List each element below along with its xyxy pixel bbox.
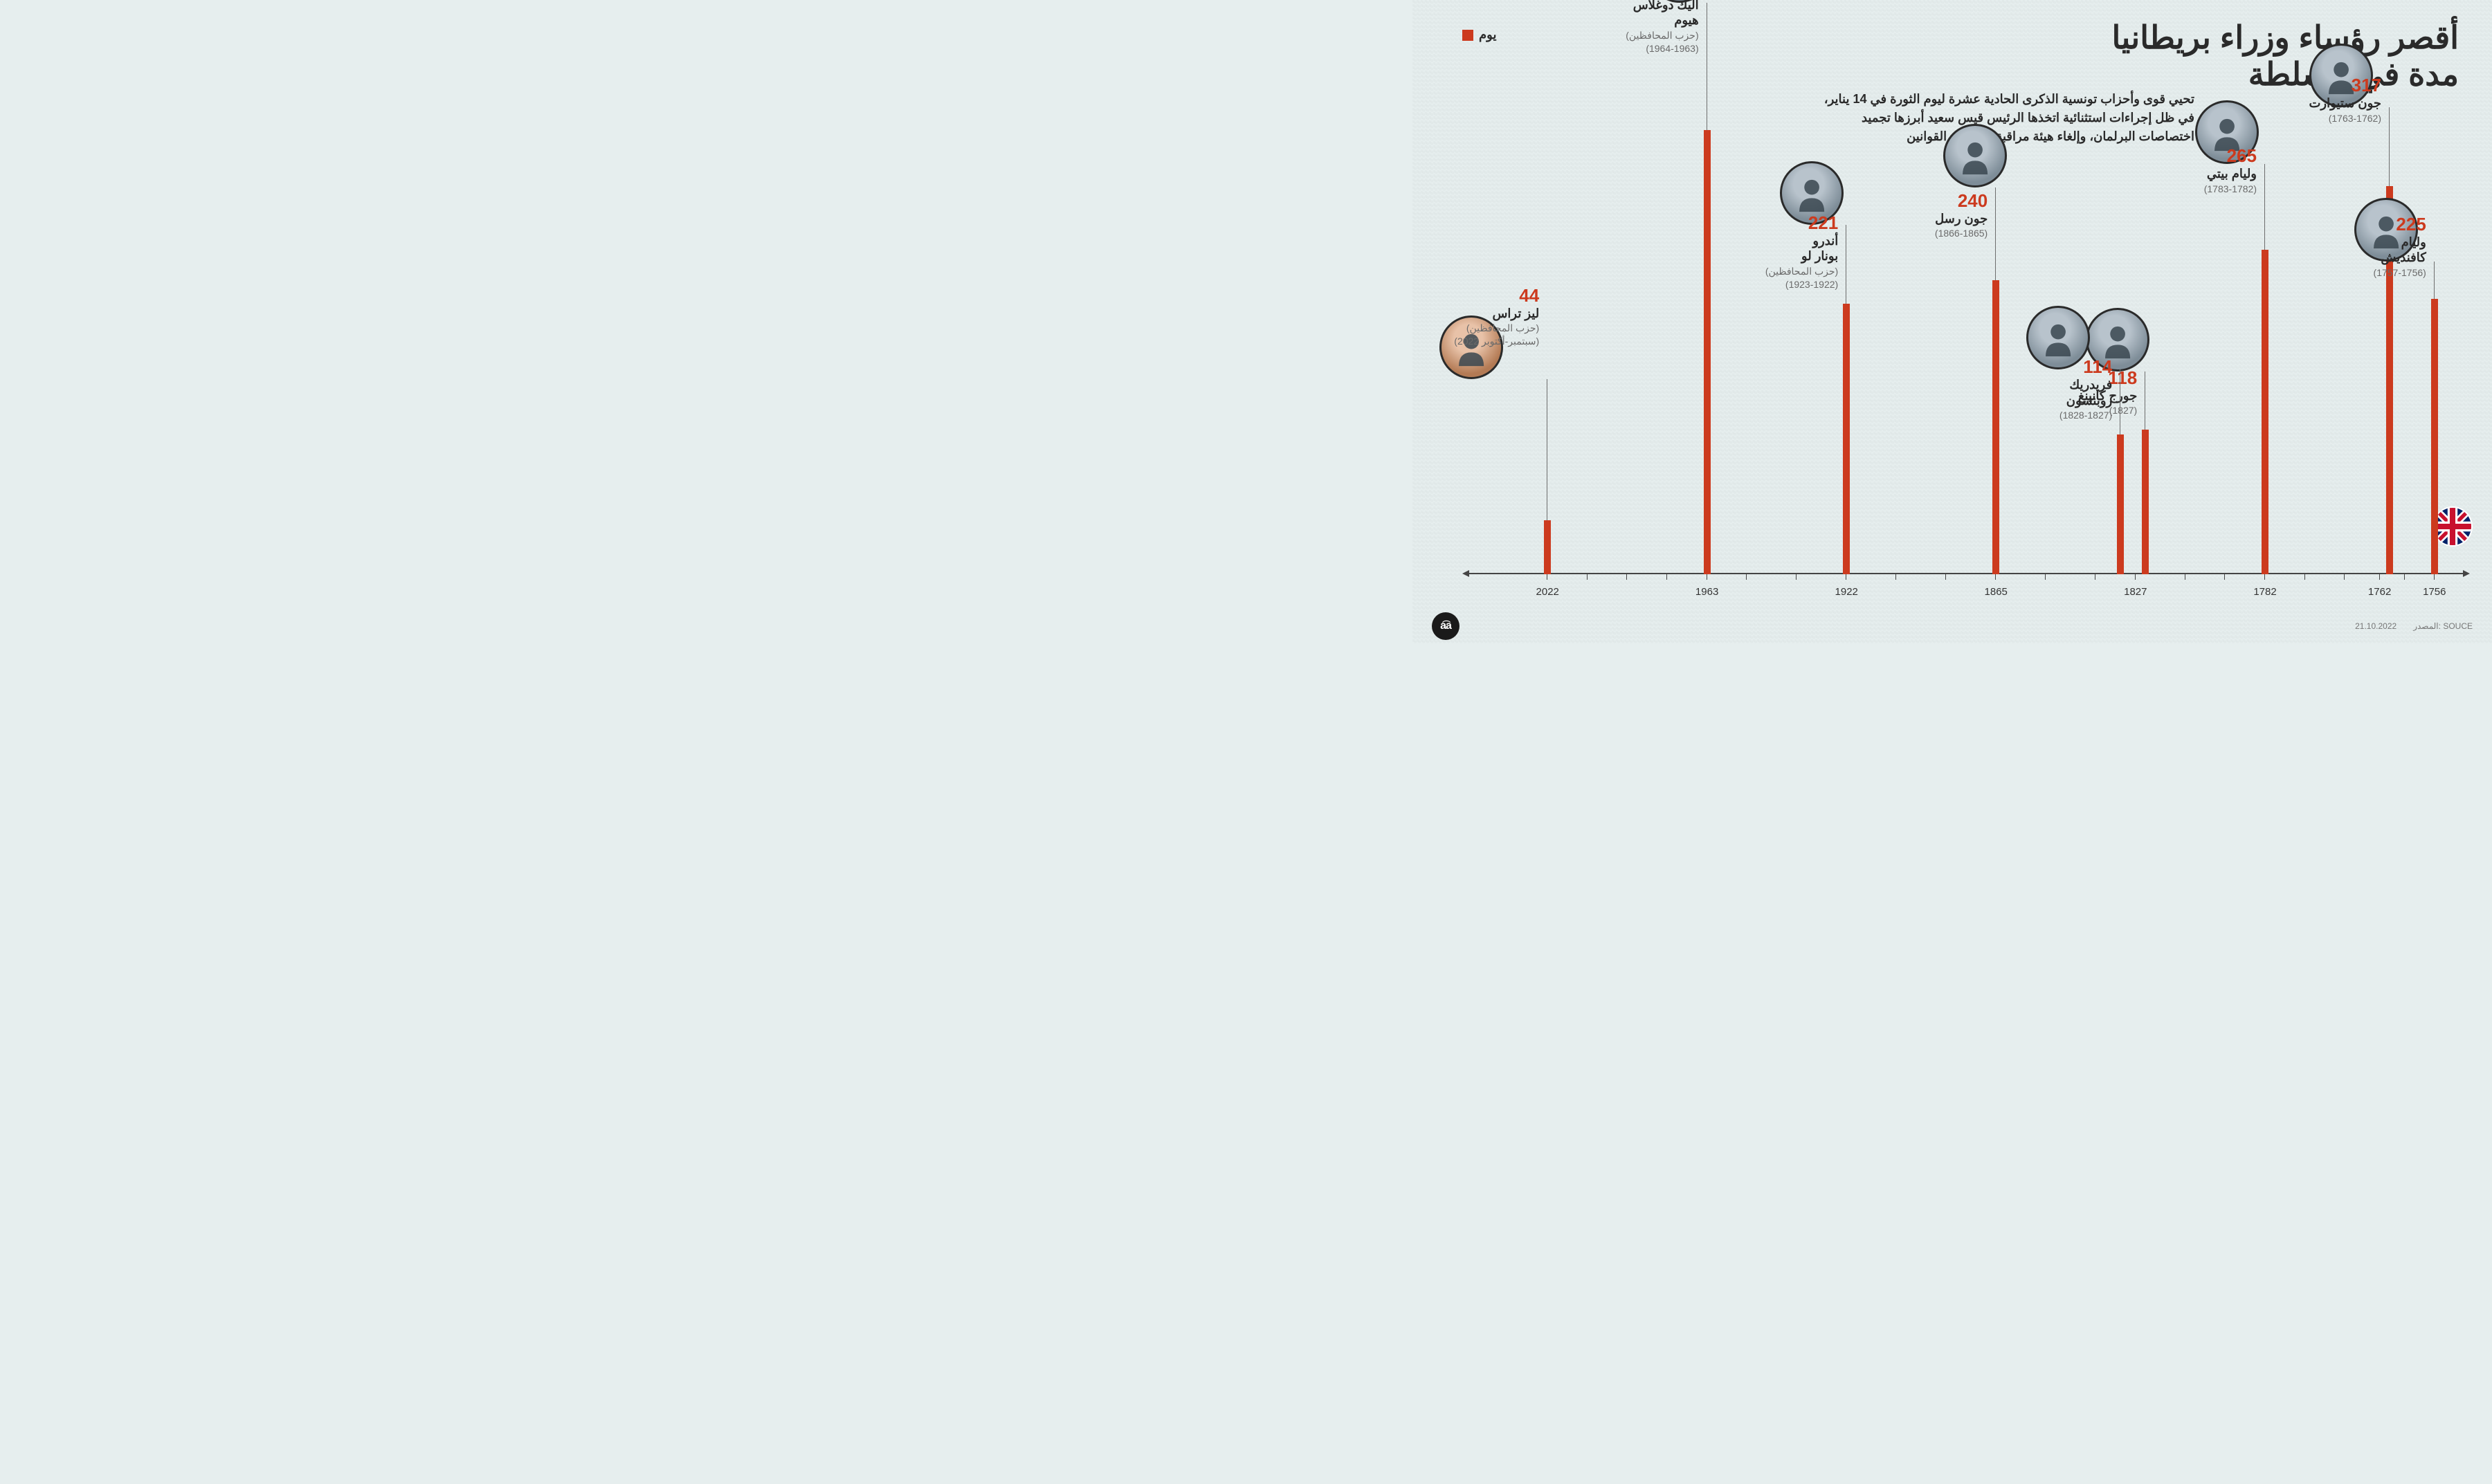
pm-name: فريدريكروبنسون [1988,377,2112,408]
label-robinson: 114فريدريكروبنسون (1828-1827) [1988,358,2112,421]
pm-sub: (1923-1922) [1713,279,1838,290]
value: 221 [1713,214,1838,232]
pm-sub: (حزب المحافظين) [1574,30,1699,42]
label-douglas: 363أليك دوغلاسهيوم(حزب المحافظين)(1964-1… [1574,0,1699,54]
bar-russell [1992,280,1999,574]
bar-douglas [1704,130,1711,575]
label-russell: 240جون رسل(1866-1865) [1863,192,1988,239]
pm-name: أليك دوغلاسهيوم [1574,0,1699,28]
pm-sub: (1783-1782) [2132,183,2257,194]
title-line-1: أقصر رؤساء وزراء بريطانيا [2112,19,2459,56]
timeline-chart: 17561762178218271865192219632022317جون س… [1468,83,2464,602]
pm-name: وليامكافنديش [2302,235,2426,266]
legend-label: يوم [1479,28,1496,42]
axis-year-label: 1865 [1985,586,2008,598]
label-bonarlaw: 221أندروبونار لو (حزب المحافظين) (1923-192… [1713,214,1838,290]
pm-sub: (حزب المحافظين) [1713,266,1838,277]
value: 225 [2302,215,2426,233]
axis-ticks [1468,574,2464,580]
label-truss: 44 ليز تراس(حزب المحافظين) (سبتمبر-أكتوبر … [1415,286,1539,348]
bar-cavendish [2431,299,2438,574]
legend-swatch [1462,30,1473,41]
footer-source: المصدر: SOUCE [2413,621,2473,631]
value: 317 [2257,76,2381,94]
pm-sub: (1763-1762) [2257,113,2381,124]
value: 114 [1988,358,2112,376]
pm-sub: (1757-1756) [2302,267,2426,278]
bar-robinson [2117,434,2124,574]
footer-date: 21.10.2022 [2355,621,2396,631]
label-stuart: 317جون ستيوارت (1763-1762) [2257,76,2381,124]
bar-canning [2142,430,2149,574]
legend: يوم [1462,28,1496,42]
footer: a͡a 21.10.2022 المصدر: SOUCE [1412,614,2492,638]
bar-petty [2262,250,2268,574]
axis-year-label: 1756 [2423,586,2446,598]
axis-year-label: 2022 [1536,586,1559,598]
pm-sub: (سبتمبر-أكتوبر 2022) [1415,336,1539,347]
value: 265 [2132,147,2257,165]
axis-year-label: 1922 [1835,586,1858,598]
value: 240 [1863,192,1988,210]
value: 44 [1415,286,1539,304]
pm-name: ليز تراس [1415,306,1539,322]
axis-year-label: 1762 [2368,586,2391,598]
axis-year-label: 1963 [1695,586,1718,598]
pm-sub: (1828-1827) [1988,410,2112,421]
pm-sub: (1964-1963) [1574,43,1699,54]
axis-year-label: 1827 [2124,586,2147,598]
pm-name: جون ستيوارت [2257,95,2381,111]
pm-name: أندروبونار لو [1713,233,1838,264]
axis-year-label: 1782 [2253,586,2276,598]
label-petty: 265وليام بيتي(1783-1782) [2132,147,2257,194]
bar-bonarlaw [1843,304,1850,574]
agency-logo-icon: a͡a [1432,612,1459,640]
pm-sub: (حزب المحافظين) [1415,322,1539,334]
pm-name: وليام بيتي [2132,166,2257,182]
portrait-russell [1943,124,2007,187]
bar-truss [1544,520,1551,574]
label-cavendish: 225 وليامكافنديش(1757-1756) [2302,215,2426,278]
pm-sub: (1866-1865) [1863,228,1988,239]
pm-name: جون رسل [1863,211,1988,227]
uk-flag-icon [2434,508,2471,545]
